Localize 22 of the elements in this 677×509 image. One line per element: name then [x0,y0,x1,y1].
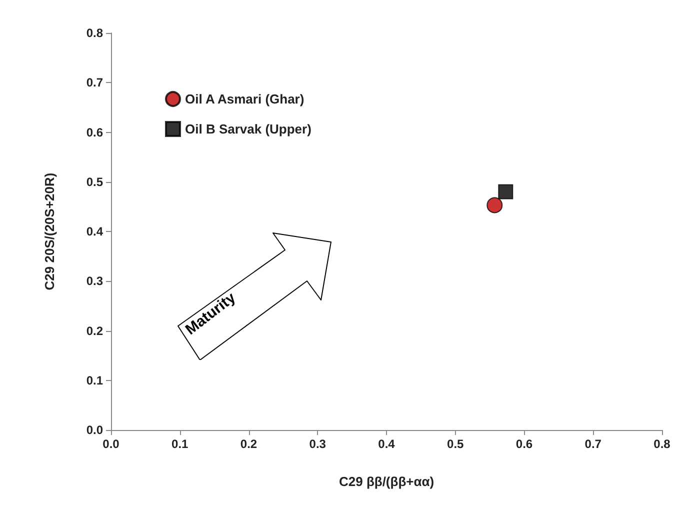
x-tick-label: 0.1 [172,437,189,451]
y-tick-label: 0.5 [86,174,104,189]
y-tick-label: 0.4 [86,224,104,238]
x-tick-label: 0.8 [654,437,671,451]
y-tick-label: 0.1 [86,373,104,388]
y-axis-title: C29 20S/(20S+20R) [42,172,57,290]
y-tick-label: 0.7 [86,76,104,90]
x-tick-label: 0.7 [584,437,602,451]
legend-label: Oil A Asmari (Ghar) [185,92,304,106]
y-tick-label: 0.0 [86,423,104,437]
x-tick-label: 0.0 [102,437,120,451]
x-tick-label: 0.5 [447,437,464,451]
legend-label: Oil B Sarvak (Upper) [185,122,312,136]
x-tick-label: 0.2 [240,437,258,451]
x-axis-title: C29 ββ/(ββ+αα) [338,474,434,489]
y-tick-label: 0.6 [86,125,104,140]
y-tick-label: 0.8 [86,26,104,40]
x-tick-label: 0.4 [378,437,396,451]
x-tick-label: 0.6 [516,437,533,451]
y-tick-label: 0.3 [86,274,104,288]
y-tick-label: 0.2 [86,324,104,338]
x-tick-label: 0.3 [309,437,326,451]
